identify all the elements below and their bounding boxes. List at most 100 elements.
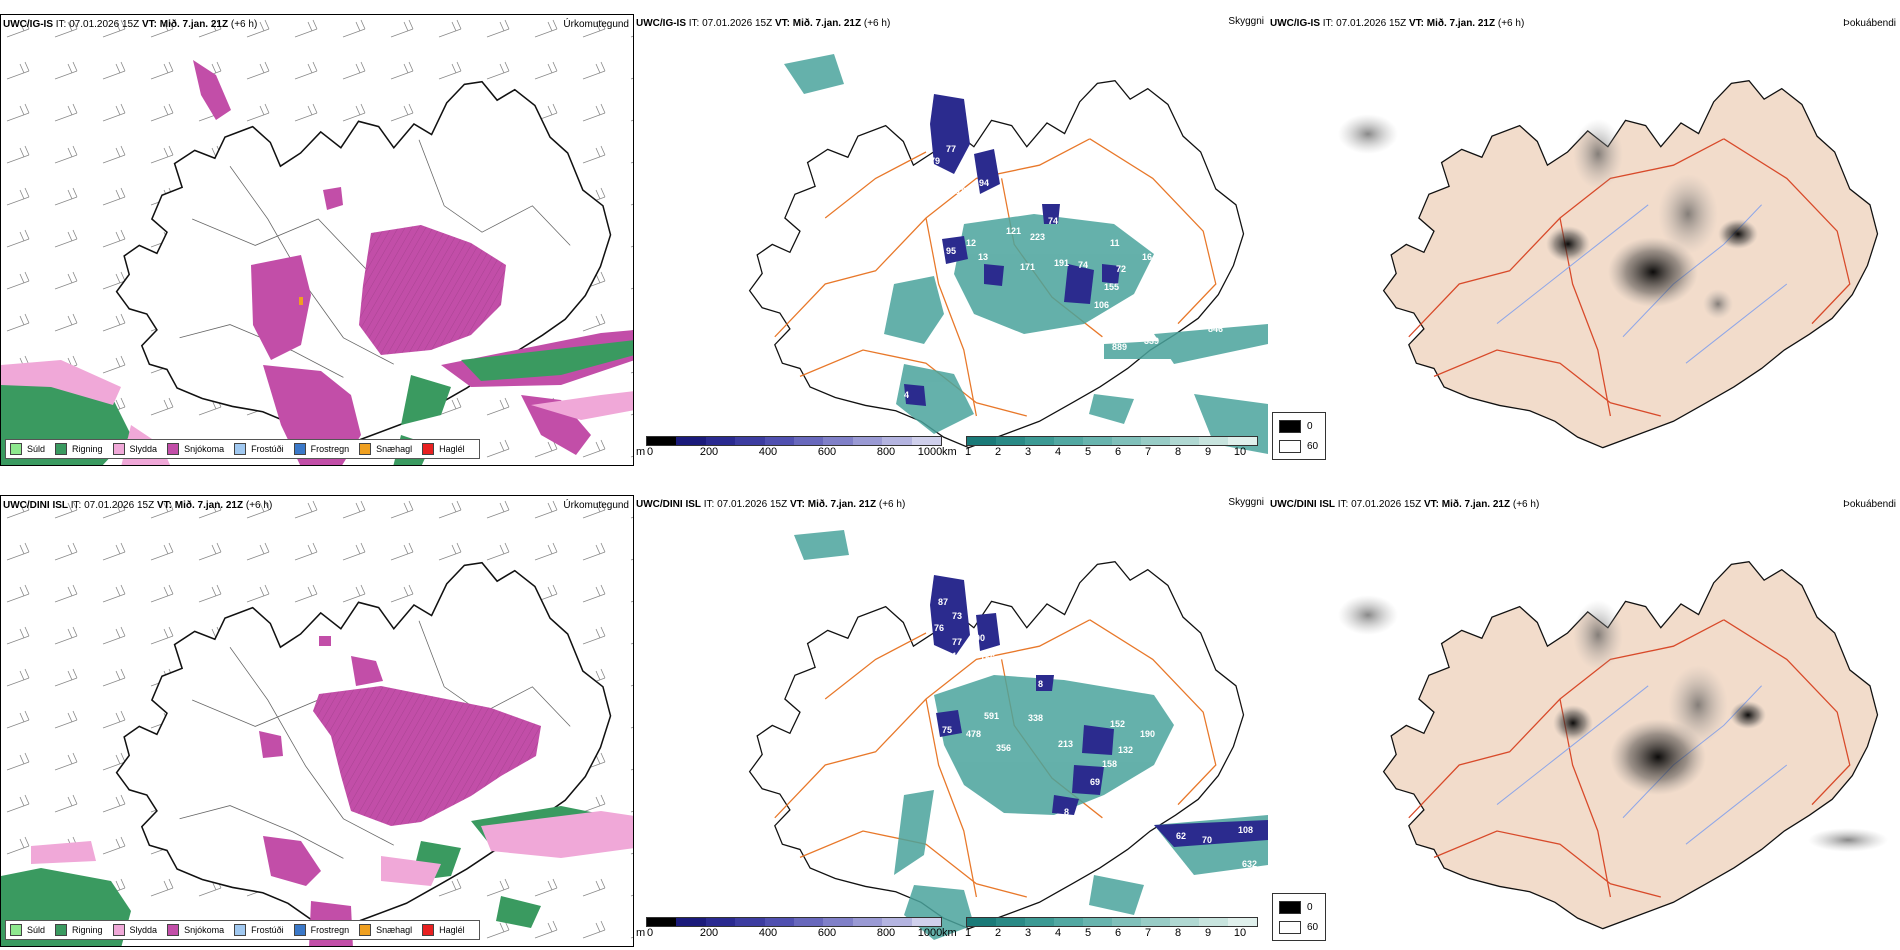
- ceiling-colorbar-2: m 0 200 400 600 800 1000: [634, 917, 954, 947]
- ceiling-color-step: [764, 918, 795, 926]
- vis-color-step: [1141, 437, 1170, 445]
- ceiling-colorbar-1: m 0 200 400 600 800 1000: [634, 436, 954, 466]
- vis-number: 181: [956, 186, 971, 196]
- legend-swatch: [112, 443, 125, 455]
- vis-color-step: [967, 437, 996, 445]
- legend-item: Frostregn: [293, 443, 349, 455]
- ceiling-tick: 600: [817, 446, 837, 458]
- precip-legend: Súld Rigning Slydda Snjókoma Frostúði Fr…: [5, 920, 480, 940]
- vis-number: 171: [1020, 262, 1035, 272]
- ceiling-color-step: [823, 918, 853, 926]
- ceiling-color-step: [852, 918, 883, 926]
- vis-number: 132: [1118, 745, 1133, 755]
- ceiling-tick: 800: [876, 446, 896, 458]
- panel-title: UWC/IG-IS IT: 07.01.2026 15Z VT: Mið. 7.…: [636, 18, 891, 29]
- vis-number: 632: [1242, 859, 1257, 869]
- precip-type-map-1: [1, 15, 633, 465]
- vis-number: 35: [1062, 336, 1072, 346]
- panel-variable-label: Úrkomutegund: [563, 19, 629, 30]
- vis-number: 223: [1030, 232, 1045, 242]
- panel-title: UWC/DINI ISL IT: 07.01.2026 15Z VT: Mið.…: [1270, 499, 1540, 510]
- vis-number: 155: [1104, 282, 1119, 292]
- visibility-tick: 2: [994, 446, 1002, 458]
- ceiling-tick: 0: [646, 446, 654, 458]
- legend-swatch: [167, 443, 180, 455]
- visibility-tick: 9: [1204, 927, 1212, 939]
- legend-swatch: [359, 924, 372, 936]
- ceiling-color-step: [735, 918, 765, 926]
- fog-blobs-1: [1338, 114, 1758, 319]
- vis-number: 94: [979, 178, 989, 188]
- panel-title: UWC/DINI ISL IT: 07.01.2026 15Z VT: Mið.…: [636, 499, 906, 510]
- vis-number: 60: [1176, 416, 1186, 426]
- ceiling-color-step: [647, 437, 677, 445]
- vis-number: 591: [984, 711, 999, 721]
- vis-number: 108: [1238, 825, 1253, 835]
- ceiling-tick: 400: [758, 927, 778, 939]
- visibility-tick: 10: [1233, 446, 1247, 458]
- vis-number: 77: [946, 144, 956, 154]
- panel-variable-label: Úrkomutegund: [563, 500, 629, 511]
- low-cloud-fill-1: [904, 94, 1120, 406]
- legend-swatch: [167, 924, 180, 936]
- visibility-tick: 3: [1024, 446, 1032, 458]
- vis-number: 158: [1102, 759, 1117, 769]
- fog-swatch: [1279, 440, 1301, 453]
- ceiling-color-step: [705, 918, 736, 926]
- ceiling-color-step: [794, 437, 824, 445]
- fog-index-panel-1: UWC/IG-IS IT: 07.01.2026 15Z VT: Mið. 7.…: [1268, 14, 1900, 466]
- fog-legend-row: 60: [1279, 440, 1318, 453]
- legend-swatch: [10, 924, 22, 936]
- legend-item: Rigning: [55, 443, 103, 455]
- ceiling-color-step: [676, 437, 706, 445]
- ceiling-color-step: [735, 437, 765, 445]
- vis-number: 156: [980, 653, 995, 663]
- vis-number: 191: [1054, 258, 1069, 268]
- visibility-map-1: 77 79 94 181 16 41 74 22 121 223 95 12 1…: [748, 54, 1268, 454]
- vis-number: 79: [930, 156, 940, 166]
- visibility-tick: 5: [1084, 927, 1092, 939]
- sleet-areas-2: [31, 811, 633, 886]
- vis-number: 190: [1140, 729, 1155, 739]
- vis-number: 889: [1112, 342, 1127, 352]
- vis-color-step: [1199, 437, 1228, 445]
- visibility-tick: 6: [1114, 446, 1122, 458]
- fog-blobs-2: [1338, 595, 1888, 852]
- ceiling-tick: 400: [758, 446, 778, 458]
- legend-swatch: [422, 443, 435, 455]
- legend-item: Slydda: [112, 443, 157, 455]
- fog-swatch: [1279, 901, 1301, 914]
- vis-color-step: [1025, 918, 1054, 926]
- ceiling-tick: 800: [876, 927, 896, 939]
- fog-legend-row: 0: [1279, 901, 1313, 914]
- vis-color-step: [1170, 437, 1199, 445]
- legend-swatch: [234, 924, 247, 936]
- vis-color-step: [1112, 437, 1141, 445]
- fog-legend-2: 0 60: [1272, 893, 1326, 941]
- vis-number: 16: [1142, 252, 1152, 262]
- visibility-map-2: 87 73 76 77 100 104 156 8 591 338 75 478…: [748, 530, 1268, 940]
- ceiling-unit: m: [636, 446, 646, 458]
- visibility-unit: km: [942, 446, 957, 458]
- vis-number: 8: [1064, 807, 1069, 817]
- precip-legend: Súld Rigning Slydda Snjókoma Frostúði Fr…: [5, 439, 480, 459]
- ceiling-tick: 1000: [917, 927, 943, 939]
- fog-index-panel-2: UWC/DINI ISL IT: 07.01.2026 15Z VT: Mið.…: [1268, 495, 1900, 947]
- precip-type-panel-2: UWC/DINI ISL IT: 07.01.2026 15Z VT: Mið.…: [0, 495, 634, 947]
- fog-swatch: [1279, 420, 1301, 433]
- legend-swatch: [55, 443, 68, 455]
- ceiling-color-step: [911, 437, 942, 445]
- legend-swatch: [293, 443, 306, 455]
- panel-title: UWC/IG-IS IT: 07.01.2026 15Z VT: Mið. 7.…: [3, 19, 258, 30]
- vis-color-step: [1054, 437, 1083, 445]
- vis-number: 62: [1176, 831, 1186, 841]
- vis-number: 95: [946, 246, 956, 256]
- fog-index-map-2: [1338, 561, 1888, 930]
- vis-number: 339: [1144, 336, 1159, 346]
- vis-color-step: [1112, 918, 1141, 926]
- legend-item: Snjókoma: [167, 924, 224, 936]
- vis-number: 22: [1066, 194, 1076, 204]
- precip-type-panel-1: UWC/IG-IS IT: 07.01.2026 15Z VT: Mið. 7.…: [0, 14, 634, 466]
- visibility-colorbar-1: km 1 2 3 4 5 6 7 8 9 10: [940, 436, 1268, 466]
- panel-title: UWC/DINI ISL IT: 07.01.2026 15Z VT: Mið.…: [3, 500, 273, 511]
